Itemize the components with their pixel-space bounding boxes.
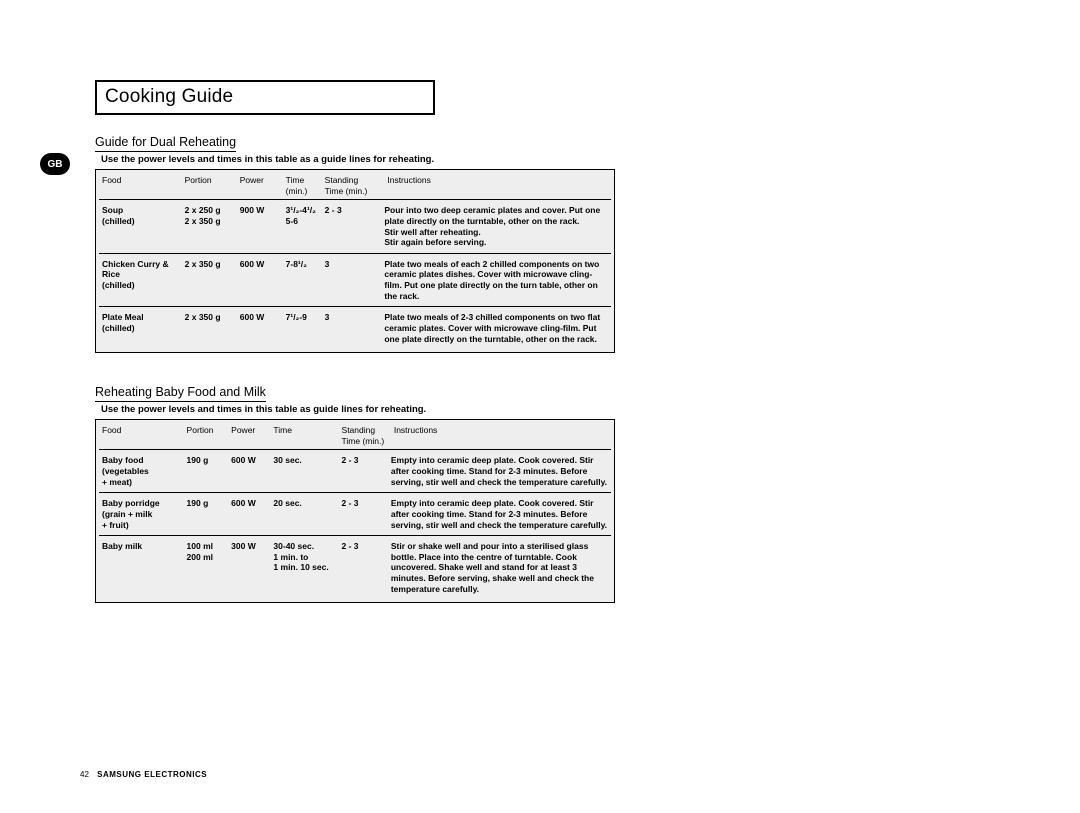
cell-instructions: Plate two meals of 2-3 chilled component… <box>381 307 611 349</box>
cell-power: 600 W <box>237 307 283 349</box>
table2-wrap: Food Portion Power Time StandingTime (mi… <box>95 419 615 603</box>
col-portion: Portion <box>184 422 229 450</box>
cell-food: Baby food(vegetables + meat) <box>99 450 184 493</box>
table-row: Soup(chilled)2 x 250 g2 x 350 g900 W3¹/₂… <box>99 200 611 254</box>
table1-wrap: Food Portion Power Time(min.) StandingTi… <box>95 169 615 353</box>
section2-heading: Reheating Baby Food and Milk <box>95 385 266 402</box>
cell-instructions: Pour into two deep ceramic plates and co… <box>381 200 611 254</box>
col-instructions: Instructions <box>388 422 611 450</box>
cell-power: 300 W <box>228 536 270 600</box>
col-standing: StandingTime (min.) <box>339 422 388 450</box>
cell-portion: 190 g <box>184 493 229 536</box>
cell-time: 30 sec. <box>270 450 338 493</box>
cell-time: 30-40 sec.1 min. to1 min. 10 sec. <box>270 536 338 600</box>
table-baby-food: Food Portion Power Time StandingTime (mi… <box>99 422 611 599</box>
table2-header-row: Food Portion Power Time StandingTime (mi… <box>99 422 611 450</box>
section2-note: Use the power levels and times in this t… <box>101 404 615 415</box>
cell-portion: 2 x 350 g <box>182 253 237 307</box>
cell-time: 3¹/₂-4¹/₂5-6 <box>283 200 322 254</box>
cell-food: Soup(chilled) <box>99 200 182 254</box>
table-row: Baby food(vegetables + meat)190 g600 W30… <box>99 450 611 493</box>
col-power: Power <box>237 172 283 200</box>
col-food: Food <box>99 172 182 200</box>
cell-power: 600 W <box>228 450 270 493</box>
cell-food: Chicken Curry & Rice(chilled) <box>99 253 182 307</box>
section-dual-reheating: Guide for Dual Reheating Use the power l… <box>95 133 615 353</box>
table-row: Baby porridge(grain + milk + fruit)190 g… <box>99 493 611 536</box>
page-footer: 42 SAMSUNG ELECTRONICS <box>80 770 207 779</box>
cell-standing: 3 <box>322 253 382 307</box>
table-dual-reheating: Food Portion Power Time(min.) StandingTi… <box>99 172 611 349</box>
cell-power: 600 W <box>237 253 283 307</box>
cell-instructions: Empty into ceramic deep plate. Cook cove… <box>388 493 611 536</box>
page-title-box: Cooking Guide <box>95 80 435 115</box>
table2-body: Baby food(vegetables + meat)190 g600 W30… <box>99 450 611 599</box>
col-power: Power <box>228 422 270 450</box>
cell-standing: 3 <box>322 307 382 349</box>
col-time: Time(min.) <box>283 172 322 200</box>
section1-note: Use the power levels and times in this t… <box>101 154 615 165</box>
cell-standing: 2 - 3 <box>339 536 388 600</box>
page-number: 42 <box>80 770 89 779</box>
cell-instructions: Plate two meals of each 2 chilled compon… <box>381 253 611 307</box>
col-portion: Portion <box>182 172 237 200</box>
section1-heading: Guide for Dual Reheating <box>95 135 236 152</box>
cell-portion: 190 g <box>184 450 229 493</box>
table1-header-row: Food Portion Power Time(min.) StandingTi… <box>99 172 611 200</box>
col-time: Time <box>270 422 338 450</box>
cell-instructions: Empty into ceramic deep plate. Cook cove… <box>388 450 611 493</box>
region-badge: GB <box>40 153 70 175</box>
cell-portion: 100 ml200 ml <box>184 536 229 600</box>
cell-power: 600 W <box>228 493 270 536</box>
table-row: Baby milk100 ml200 ml300 W30-40 sec.1 mi… <box>99 536 611 600</box>
table-row: Plate Meal(chilled)2 x 350 g600 W7¹/₂-93… <box>99 307 611 349</box>
cell-standing: 2 - 3 <box>322 200 382 254</box>
cell-instructions: Stir or shake well and pour into a steri… <box>388 536 611 600</box>
cell-time: 7-8¹/₂ <box>283 253 322 307</box>
cell-portion: 2 x 250 g2 x 350 g <box>182 200 237 254</box>
page-content: Cooking Guide Guide for Dual Reheating U… <box>95 80 615 633</box>
cell-time: 20 sec. <box>270 493 338 536</box>
table-row: Chicken Curry & Rice(chilled)2 x 350 g60… <box>99 253 611 307</box>
cell-time: 7¹/₂-9 <box>283 307 322 349</box>
col-instructions: Instructions <box>381 172 611 200</box>
cell-power: 900 W <box>237 200 283 254</box>
col-food: Food <box>99 422 184 450</box>
cell-food: Plate Meal(chilled) <box>99 307 182 349</box>
cell-food: Baby porridge(grain + milk + fruit) <box>99 493 184 536</box>
cell-portion: 2 x 350 g <box>182 307 237 349</box>
cell-standing: 2 - 3 <box>339 450 388 493</box>
brand-footer: SAMSUNG ELECTRONICS <box>97 770 207 779</box>
page-title: Cooking Guide <box>105 86 425 108</box>
cell-food: Baby milk <box>99 536 184 600</box>
cell-standing: 2 - 3 <box>339 493 388 536</box>
col-standing: StandingTime (min.) <box>322 172 382 200</box>
table1-body: Soup(chilled)2 x 250 g2 x 350 g900 W3¹/₂… <box>99 200 611 349</box>
section-baby-food: Reheating Baby Food and Milk Use the pow… <box>95 383 615 603</box>
